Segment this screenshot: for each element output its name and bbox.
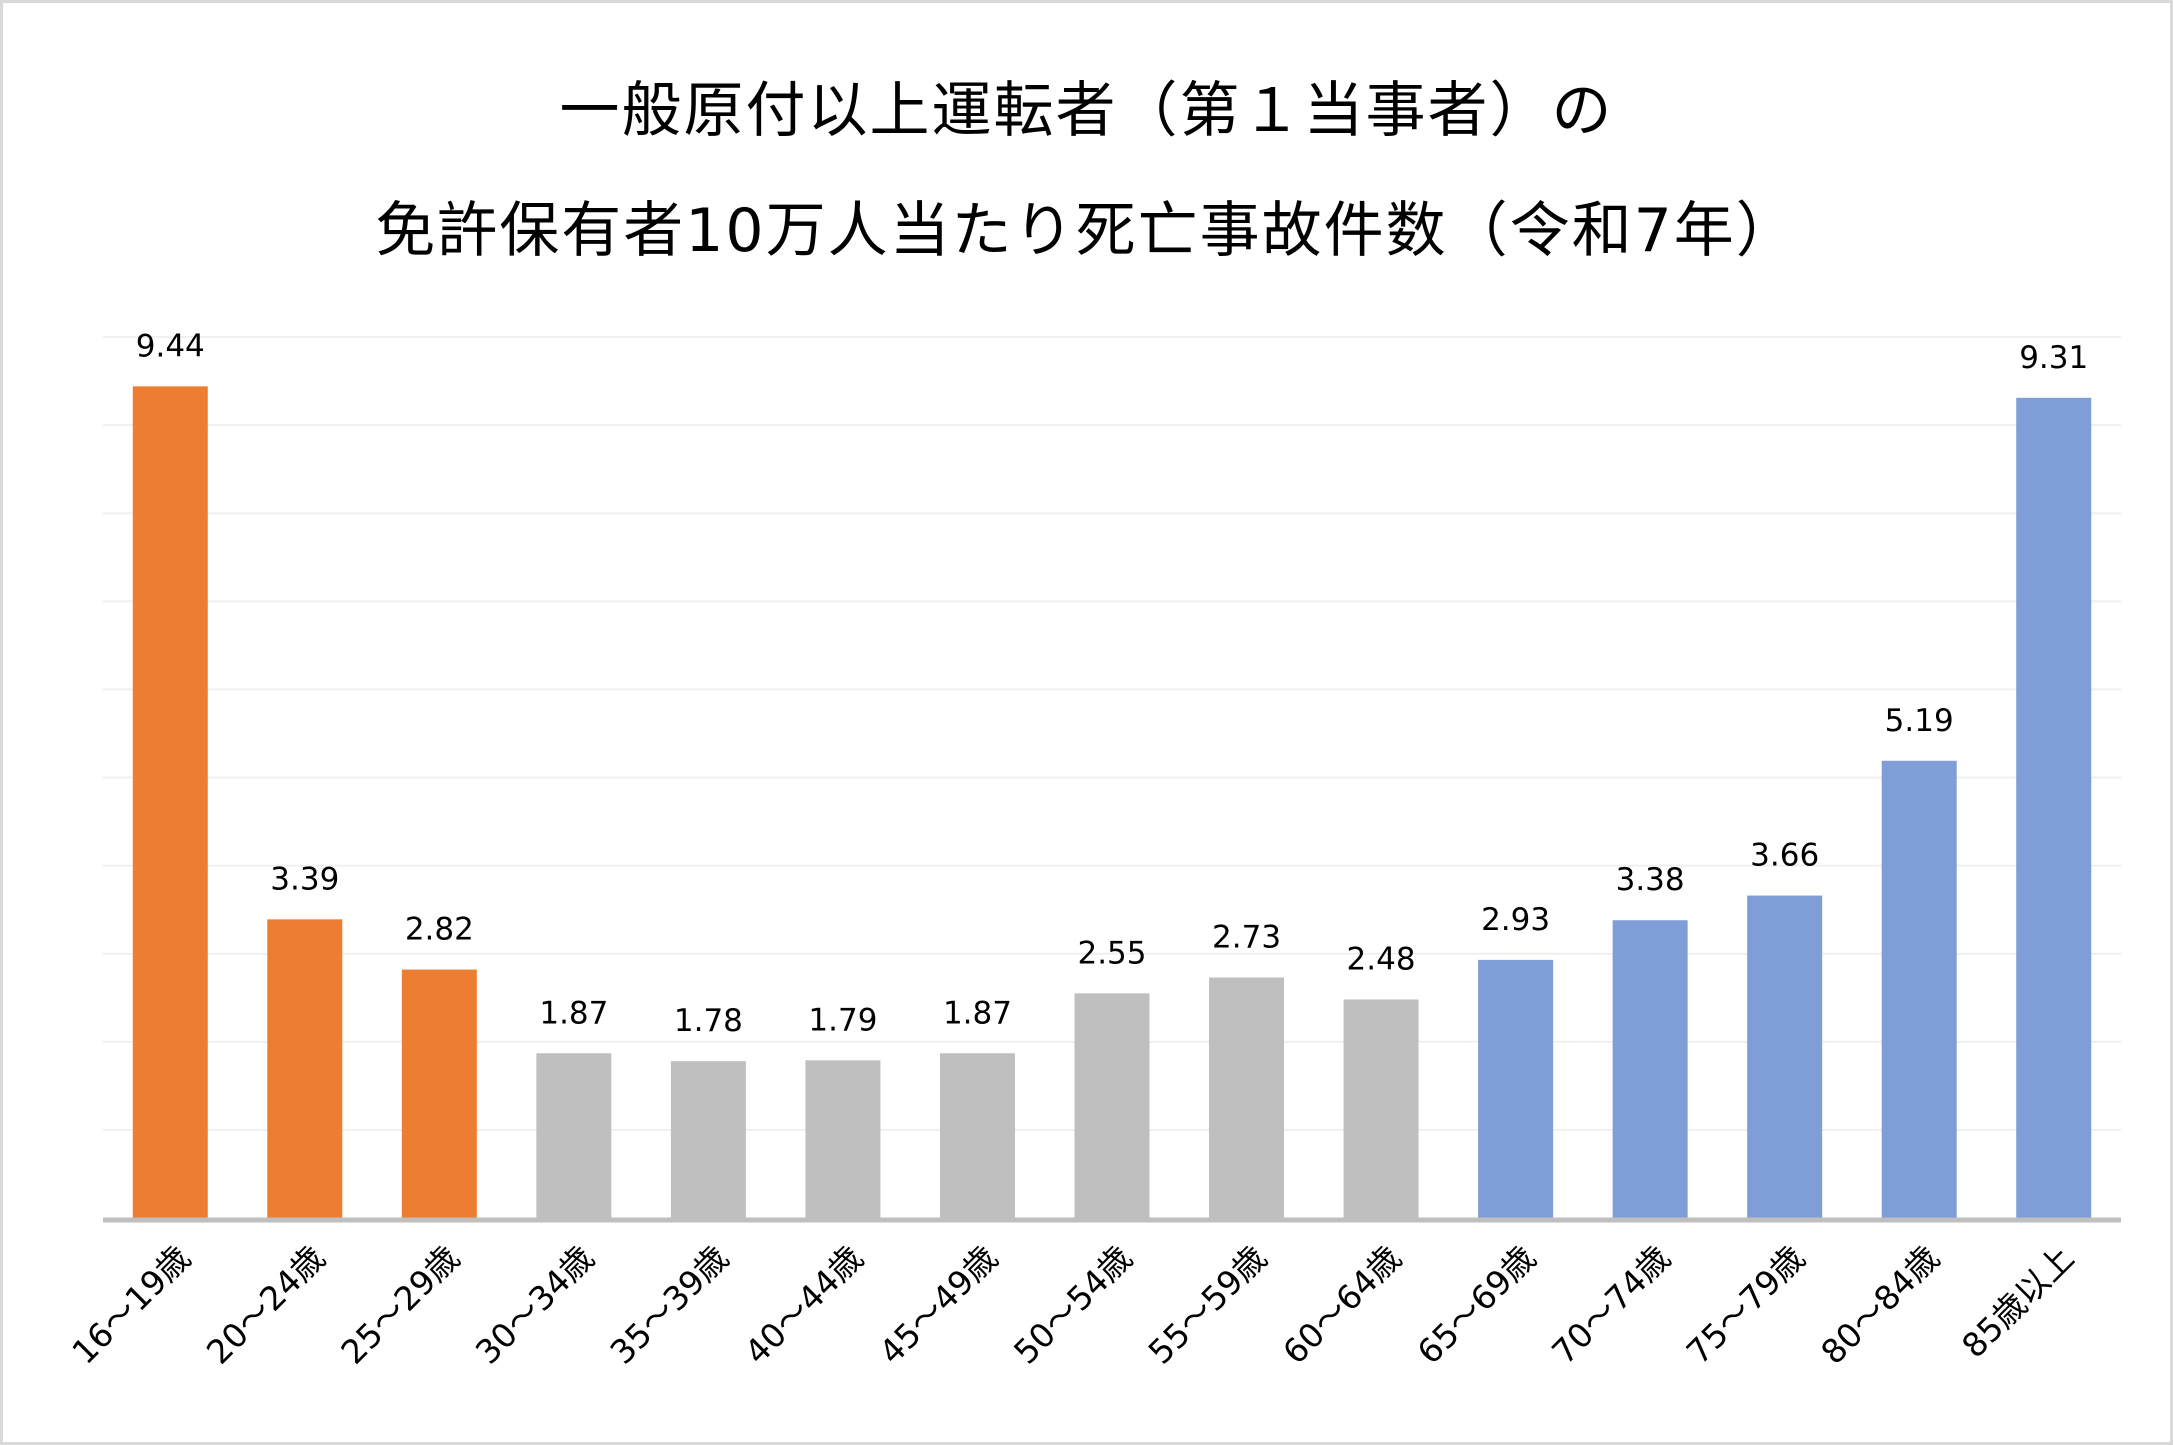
data-label: 1.79 xyxy=(808,1002,877,1038)
data-label: 9.31 xyxy=(2019,340,2088,376)
bars xyxy=(132,386,2092,1218)
x-tick-label: 80～84歳 xyxy=(1813,1238,1947,1372)
x-tick-label: 70～74歳 xyxy=(1544,1238,1678,1372)
data-label: 3.39 xyxy=(270,861,339,897)
bar xyxy=(401,969,477,1218)
data-label: 1.87 xyxy=(943,995,1012,1031)
bar xyxy=(939,1053,1015,1218)
data-label: 2.55 xyxy=(1077,935,1146,971)
x-tick-label: 60～64歳 xyxy=(1275,1238,1409,1372)
bar xyxy=(805,1060,881,1218)
bar xyxy=(1209,977,1285,1218)
x-tick-label: 25～29歳 xyxy=(333,1238,467,1372)
data-label: 2.73 xyxy=(1212,919,1281,955)
x-tick-label: 55～59歳 xyxy=(1141,1238,1275,1372)
x-tick-label: 75～79歳 xyxy=(1679,1238,1813,1372)
data-label: 1.78 xyxy=(674,1003,743,1039)
data-label: 9.44 xyxy=(136,328,205,364)
data-label: 2.82 xyxy=(405,912,474,948)
bar xyxy=(1881,760,1957,1218)
x-tick-label: 35～39歳 xyxy=(602,1238,736,1372)
x-tick-label: 40～44歳 xyxy=(737,1238,871,1372)
bar xyxy=(1747,895,1823,1218)
x-axis-labels: 16～19歳 20～24歳 25～29歳 30～34歳 35～39歳 40～44歳 45～4… xyxy=(64,1238,2081,1372)
x-tick-label: 85歳以上 xyxy=(1954,1238,2081,1365)
bar xyxy=(267,919,343,1218)
x-tick-label: 16～19歳 xyxy=(64,1238,198,1372)
bar xyxy=(1343,999,1419,1218)
data-labels: 9.44 3.39 2.82 1.87 1.78 1.79 1.87 2.55 2.73 2.48… xyxy=(136,328,2088,1039)
bar xyxy=(1612,920,1688,1218)
x-tick-label: 65～69歳 xyxy=(1410,1238,1544,1372)
bar xyxy=(536,1053,612,1218)
data-label: 2.93 xyxy=(1481,902,1550,938)
bar xyxy=(1478,959,1554,1218)
bar xyxy=(2016,397,2092,1218)
data-label: 5.19 xyxy=(1885,703,1954,739)
chart-title-line-2: 免許保有者10万人当たり死亡事故件数（令和7年） xyxy=(375,196,1798,266)
x-tick-label: 30～34歳 xyxy=(468,1238,602,1372)
bar xyxy=(1074,993,1150,1218)
chart-title-line-1: 一般原付以上運転者（第１当事者）の xyxy=(559,76,1614,146)
bar xyxy=(132,386,208,1218)
x-tick-label: 20～24歳 xyxy=(199,1238,333,1372)
bar xyxy=(670,1061,746,1218)
x-tick-label: 45～49歳 xyxy=(871,1238,1005,1372)
data-label: 3.38 xyxy=(1616,862,1685,898)
x-tick-label: 50～54歳 xyxy=(1006,1238,1140,1372)
data-label: 3.66 xyxy=(1750,838,1819,874)
data-label: 2.48 xyxy=(1347,942,1416,978)
data-label: 1.87 xyxy=(539,995,608,1031)
